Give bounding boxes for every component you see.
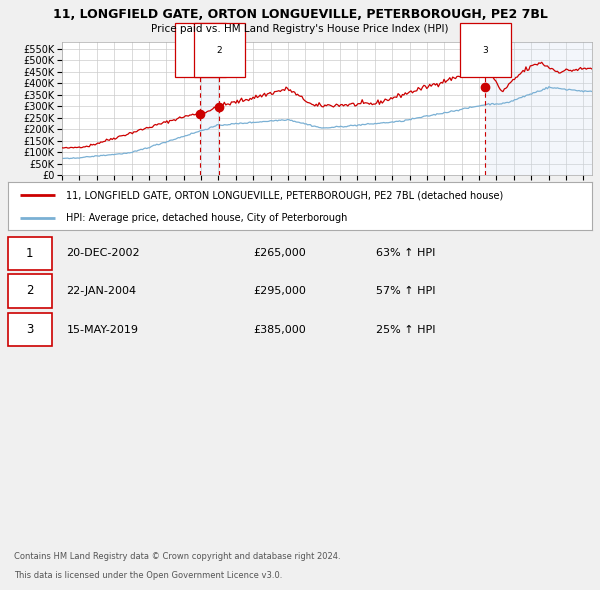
Text: 2: 2 [26,284,34,297]
Text: 1: 1 [26,247,34,260]
Text: 20-DEC-2002: 20-DEC-2002 [67,248,140,258]
Text: 15-MAY-2019: 15-MAY-2019 [67,325,139,335]
Text: 3: 3 [482,45,488,54]
Text: 25% ↑ HPI: 25% ↑ HPI [376,325,436,335]
Text: 11, LONGFIELD GATE, ORTON LONGUEVILLE, PETERBOROUGH, PE2 7BL (detached house): 11, LONGFIELD GATE, ORTON LONGUEVILLE, P… [67,191,503,201]
Text: £265,000: £265,000 [253,248,306,258]
Text: 3: 3 [26,323,34,336]
Bar [485,42,592,175]
Text: 1: 1 [197,45,203,54]
Text: 63% ↑ HPI: 63% ↑ HPI [376,248,435,258]
FancyBboxPatch shape [8,237,52,270]
FancyBboxPatch shape [8,313,52,346]
Text: Contains HM Land Registry data © Crown copyright and database right 2024.: Contains HM Land Registry data © Crown c… [14,552,340,560]
Text: 22-JAN-2004: 22-JAN-2004 [67,286,137,296]
Text: HPI: Average price, detached house, City of Peterborough: HPI: Average price, detached house, City… [67,213,348,223]
Text: 57% ↑ HPI: 57% ↑ HPI [376,286,436,296]
Text: Price paid vs. HM Land Registry's House Price Index (HPI): Price paid vs. HM Land Registry's House … [151,24,449,34]
Text: 2: 2 [217,45,222,54]
Text: £295,000: £295,000 [253,286,306,296]
Bar [200,42,220,175]
Text: 11, LONGFIELD GATE, ORTON LONGUEVILLE, PETERBOROUGH, PE2 7BL: 11, LONGFIELD GATE, ORTON LONGUEVILLE, P… [53,8,547,21]
Text: This data is licensed under the Open Government Licence v3.0.: This data is licensed under the Open Gov… [14,571,282,579]
FancyBboxPatch shape [8,274,52,307]
Text: £385,000: £385,000 [253,325,306,335]
